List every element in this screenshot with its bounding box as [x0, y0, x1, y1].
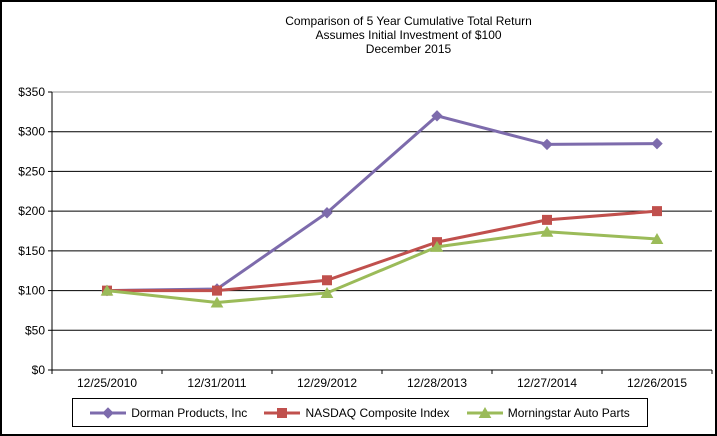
- data-point-nasdaq-composite-index-square-marker: [652, 206, 662, 217]
- y-axis-tick-label: $300: [18, 125, 45, 139]
- chart-legend: Dorman Products, Inc NASDAQ Composite Ind…: [72, 398, 648, 427]
- series-line-morningstar-auto-parts: [106, 230, 658, 304]
- series-line-nasdaq-composite-index: [107, 209, 658, 293]
- legend-item-nasdaq-composite-index[interactable]: NASDAQ Composite Index: [264, 405, 450, 420]
- data-point-nasdaq-composite-index-square-marker: [322, 275, 332, 286]
- data-point-dorman-products-inc-diamond-marker: [541, 138, 553, 151]
- y-axis-tick-label: $200: [18, 204, 45, 218]
- series-line-dorman-products-inc: [106, 114, 658, 293]
- y-axis-tick-label: $0: [32, 363, 46, 377]
- data-point-dorman-products-inc-diamond-marker: [321, 207, 333, 219]
- legend-triangle-marker-icon: [466, 406, 503, 418]
- data-point-dorman-products-inc-diamond-marker: [431, 110, 443, 122]
- x-axis-tick-label: 12/28/2013: [407, 376, 467, 390]
- chart-title-line-1: Comparison of 5 Year Cumulative Total Re…: [285, 14, 532, 28]
- x-axis-tick-label: 12/31/2011: [187, 376, 246, 390]
- y-axis-tick-label: $50: [25, 323, 45, 337]
- y-axis-tick-label: $250: [18, 164, 45, 178]
- legend-swatch-marker: [102, 406, 114, 419]
- legend-label-morningstar-auto-parts: Morningstar Auto Parts: [507, 405, 630, 420]
- data-point-nasdaq-composite-index-square-marker: [212, 285, 222, 296]
- y-axis-tick-label: $350: [18, 85, 45, 99]
- chart-title-line-2: Assumes Initial Investment of $100: [315, 28, 502, 42]
- legend-item-morningstar-auto-parts[interactable]: Morningstar Auto Parts: [466, 405, 630, 420]
- data-point-morningstar-auto-parts-triangle-marker: [650, 232, 664, 244]
- data-point-morningstar-auto-parts-triangle-marker: [100, 284, 114, 296]
- legend-swatch-marker: [478, 406, 492, 418]
- data-point-morningstar-auto-parts-triangle-marker: [430, 240, 444, 252]
- legend-item-dorman-products-inc[interactable]: Dorman Products, Inc: [90, 406, 247, 420]
- data-point-morningstar-auto-parts-triangle-marker: [320, 286, 334, 298]
- x-axis-tick-label: 12/25/2010: [77, 376, 137, 390]
- y-axis-tick-label: $150: [18, 244, 45, 258]
- series-morningstar-auto-parts: [100, 225, 664, 308]
- x-axis-tick-label: 12/29/2012: [297, 376, 357, 390]
- series-dorman-products-inc: [101, 110, 663, 297]
- legend-swatch-marker: [277, 407, 288, 418]
- data-point-nasdaq-composite-index-square-marker: [542, 214, 552, 225]
- legend-square-marker-icon: [264, 407, 301, 418]
- data-point-morningstar-auto-parts-triangle-marker: [210, 296, 224, 308]
- data-point-morningstar-auto-parts-triangle-marker: [540, 225, 554, 237]
- series-nasdaq-composite-index: [102, 206, 662, 296]
- x-axis-tick-label: 12/27/2014: [517, 376, 577, 390]
- legend-label-nasdaq-composite-index: NASDAQ Composite Index: [305, 405, 450, 420]
- legend-diamond-marker-icon: [90, 406, 127, 419]
- data-point-dorman-products-inc-diamond-marker: [651, 137, 663, 150]
- y-axis-tick-label: $100: [18, 284, 45, 298]
- chart-title-line-3: December 2015: [365, 42, 452, 56]
- chart-title: Comparison of 5 Year Cumulative Total Re…: [107, 14, 710, 56]
- x-axis-tick-label: 12/26/2015: [627, 376, 687, 390]
- legend-label-dorman-products-inc: Dorman Products, Inc: [131, 405, 248, 420]
